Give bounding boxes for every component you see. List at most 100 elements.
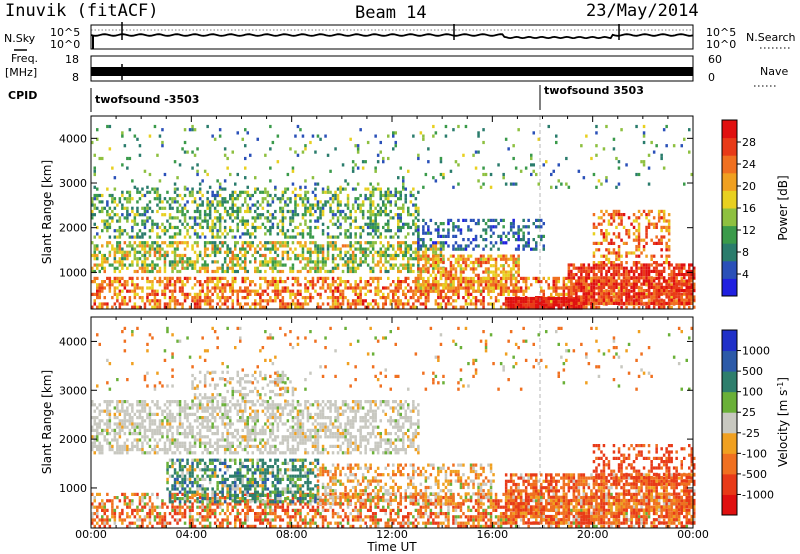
data-cell [387, 187, 390, 191]
data-cell [251, 222, 255, 226]
data-cell [161, 200, 164, 204]
data-cell [206, 225, 209, 230]
data-cell [575, 279, 578, 283]
data-cell [213, 137, 217, 141]
data-cell [229, 286, 232, 290]
data-cell [163, 292, 167, 296]
data-cell [560, 296, 563, 301]
data-cell [269, 296, 272, 300]
data-cell [635, 263, 638, 267]
data-cell [131, 179, 134, 183]
data-cell [128, 299, 132, 303]
data-cell [587, 289, 591, 293]
data-cell [106, 515, 109, 519]
data-cell [161, 502, 164, 506]
data-cell [231, 289, 235, 293]
data-cell [444, 124, 448, 129]
data-cell [482, 140, 485, 145]
data-cell [645, 266, 648, 270]
data-cell [344, 187, 347, 191]
data-cell [193, 222, 197, 226]
data-cell [254, 269, 257, 274]
data-cell [660, 216, 663, 220]
data-cell [469, 260, 473, 265]
colorbar-swatch [722, 260, 737, 279]
data-cell [171, 225, 174, 230]
data-cell [138, 229, 142, 233]
data-cell [517, 267, 520, 271]
data-cell [163, 289, 167, 293]
data-cell [291, 302, 295, 306]
data-cell [286, 229, 290, 233]
data-cell [281, 305, 285, 309]
data-cell [662, 225, 666, 229]
data-cell [213, 235, 217, 239]
data-cell [454, 270, 458, 274]
data-cell [346, 305, 350, 309]
data-cell [597, 222, 601, 226]
data-cell [379, 235, 383, 239]
data-cell [223, 276, 227, 280]
data-cell [552, 280, 556, 284]
data-cell [514, 289, 518, 293]
data-cell [246, 250, 250, 254]
data-cell [482, 166, 485, 170]
data-cell [605, 229, 608, 233]
data-cell [138, 144, 142, 148]
data-cell [620, 279, 623, 283]
data-cell [512, 257, 515, 261]
data-cell [374, 263, 377, 267]
data-cell [419, 283, 423, 287]
data-cell [226, 266, 229, 270]
data-cell [349, 283, 352, 287]
colorbar-tick-label: 4 [742, 268, 749, 281]
data-cell [627, 232, 631, 236]
data-cell [454, 241, 458, 245]
data-cell [339, 209, 342, 214]
data-cell [181, 206, 184, 210]
data-cell [434, 260, 438, 265]
data-cell [166, 244, 169, 248]
data-cell [316, 203, 320, 207]
data-cell [612, 266, 616, 270]
data-cell [141, 296, 144, 300]
data-cell [662, 279, 666, 283]
data-cell [359, 292, 362, 296]
data-cell [567, 303, 571, 307]
data-cell [509, 270, 513, 274]
data-cell [339, 253, 342, 258]
data-cell [206, 266, 209, 270]
data-cell [625, 298, 628, 302]
data-cell [123, 257, 127, 261]
data-cell [427, 254, 430, 258]
data-cell [424, 305, 428, 309]
data-cell [108, 124, 112, 129]
data-cell [439, 253, 443, 258]
data-cell [602, 285, 606, 289]
data-cell [595, 273, 598, 277]
data-cell [615, 185, 618, 189]
data-cell [136, 276, 139, 280]
data-cell [249, 232, 252, 236]
data-cell [168, 289, 172, 293]
data-cell [198, 187, 202, 191]
data-cell [467, 289, 470, 293]
data-cell [540, 289, 543, 293]
data-cell [266, 247, 270, 251]
data-cell [662, 299, 666, 303]
data-cell [688, 298, 691, 302]
data-cell [600, 292, 603, 296]
data-cell [422, 238, 425, 242]
data-cell [334, 193, 337, 198]
data-cell [236, 209, 240, 214]
data-cell [241, 305, 245, 309]
data-cell [376, 250, 380, 254]
data-cell [96, 263, 99, 267]
data-cell [688, 301, 691, 305]
data-cell [402, 206, 405, 210]
data-cell [269, 203, 272, 207]
data-cell [111, 209, 114, 214]
data-cell [136, 213, 139, 217]
data-cell [364, 260, 367, 264]
data-cell [171, 235, 174, 239]
